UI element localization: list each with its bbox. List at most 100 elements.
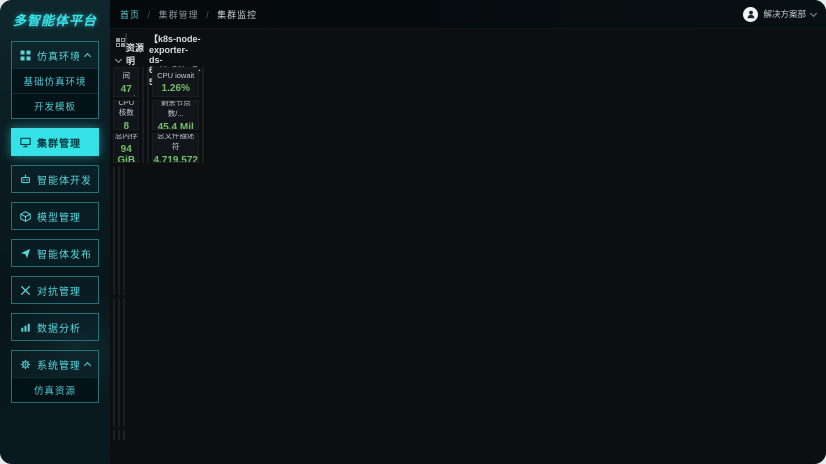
monitor-icon: [20, 137, 31, 148]
stat-column-right: CPU iowait 1.26% 剩余节点数/... 45.4 Mil 总文件描…: [152, 67, 199, 163]
sidebar-item-label: 智能体发布: [37, 249, 90, 261]
sidebar-item-data-analysis[interactable]: 数据分析: [11, 313, 99, 341]
sidebar-subitem-dev-template[interactable]: 开发模板: [12, 93, 98, 118]
panel-stub: [118, 430, 120, 440]
gear-icon: [20, 359, 31, 370]
sidebar-item-agent-publish[interactable]: 智能体发布: [11, 239, 99, 267]
breadcrumb: 首页 / 集群管理 / 集群监控: [120, 8, 257, 21]
sidebar-item-label: 智能体开发: [37, 175, 90, 187]
sidebar-item-cluster-mgmt[interactable]: 集群管理: [11, 128, 99, 156]
time-controls: ◷ Last 3 hours ⊖ ↻ 15s: [125, 32, 127, 52]
legend-footer: minmaxavgcurrent: [124, 282, 125, 294]
stat-title: 总文件描述符: [156, 133, 195, 151]
panel-row-4-partial: [113, 430, 125, 440]
disk-io-panel: 每秒磁盘读写容量 minmaxavgcurrent sda_写入43.77 kB…: [118, 298, 120, 427]
cpu-usage-panel: CPU使用率 minmaxavgcurrent 总使用率9.11%11.77%9…: [113, 166, 115, 295]
chevron-up-icon: [83, 52, 92, 61]
panel-stub: [113, 430, 115, 440]
stat-panel-cpu-iowait: CPU iowait 1.26%: [152, 67, 199, 97]
stat-title: 剩余节点数/...: [160, 100, 191, 118]
dashboard: ◷ Last 3 hours ⊖ ↻ 15s 资源明细： 【k8s-node-e…: [110, 29, 204, 440]
chevron-up-icon: [83, 361, 92, 370]
system-load-panel: 系统平均负载 minmaxavgcurrent CPU总核数8.008.008.…: [113, 298, 115, 427]
legend: minmaxavgcurrent 总内存47.01 GiB47.01 GiB47…: [119, 254, 120, 294]
stat-list-panel: 内存使用率7.4% 内存使用率7.8% 最大分区(/etc/ho...38.1%…: [142, 67, 145, 163]
stat-row: 最大分区(/etc/ho...38.1%: [143, 103, 144, 113]
panel-stub: [123, 430, 125, 440]
sidebar-group-sim-env: 仿真环境管理 基础仿真环境 开发模板: [11, 41, 99, 119]
bar-chart-icon: [20, 322, 31, 333]
sidebar-nav: 仿真环境管理 基础仿真环境 开发模板 集群管理 智能体开发 模型管理 智: [0, 41, 110, 403]
hourly-traffic-panel: 每小时流量All: [201, 67, 204, 163]
stat-panel-cpu-cores: CPU 核数 8: [113, 100, 140, 130]
stat-value: 45.4 Mil: [157, 122, 194, 130]
panel-row-1: 运行时间 47 week CPU 核数 8 总内存 94 GiB 内存使用率7.…: [113, 67, 204, 163]
breadcrumb-separator: /: [206, 9, 210, 20]
stat-row: 内存使用率7.8%: [143, 89, 144, 99]
panel-row-2: CPU使用率 minmaxavgcurrent 总使用率9.11%11.77%9…: [113, 166, 125, 295]
grid-icon: [20, 50, 31, 61]
stat-row: 交换分区使用率N/A: [143, 131, 144, 141]
stat-title: CPU 核数: [118, 100, 135, 117]
app-logo: 多智能体平台: [12, 13, 97, 28]
panel-row-3: 系统平均负载 minmaxavgcurrent CPU总核数8.008.008.…: [113, 298, 125, 427]
dashboard-toolbar: ◷ Last 3 hours ⊖ ↻ 15s: [113, 31, 127, 53]
sidebar-item-label: 模型管理: [37, 212, 81, 224]
stat-row: 最大分区(/etc/ho...38.1%: [143, 117, 144, 127]
sidebar-item-label: 对抗管理: [37, 286, 81, 298]
stat-value: 1.26%: [161, 82, 190, 94]
sidebar-group-system: 系统管理 仿真资源: [11, 350, 99, 403]
legend: minmaxavgcurrent sda_写入43.77 kB/s247.44 …: [119, 386, 120, 426]
crossed-swords-icon: [20, 285, 31, 296]
stat-value: 94 GiB: [117, 144, 136, 163]
breadcrumb-cluster-monitor: 集群监控: [217, 9, 258, 20]
user-menu[interactable]: 解决方案部: [743, 6, 818, 22]
main-area: 首页 / 集群管理 / 集群监控 解决方案部 ◷ Last 3 hours: [110, 0, 826, 464]
breadcrumb-separator: /: [147, 9, 152, 20]
sidebar-item-system-mgmt[interactable]: 系统管理: [12, 351, 98, 377]
stat-panel-remaining-inodes: 剩余节点数/... 45.4 Mil: [152, 100, 199, 130]
network-bandwidth-panel: 每秒网络带宽使用All minmaxavgcurrent: [123, 166, 125, 295]
sidebar: 多智能体平台 仿真环境管理 基础仿真环境 开发模板 集群管理 智能体开发: [0, 0, 110, 464]
stat-panel-file-descriptors: 总文件描述符 4,719,572: [152, 133, 199, 163]
topbar: 首页 / 集群管理 / 集群监控 解决方案部: [110, 0, 826, 29]
user-name: 解决方案部: [763, 9, 806, 19]
stat-title: CPU iowait: [157, 70, 195, 80]
sidebar-item-model-mgmt[interactable]: 模型管理: [11, 202, 99, 230]
breadcrumb-home[interactable]: 首页: [120, 9, 141, 20]
chevron-down-icon: [809, 9, 818, 17]
sidebar-item-label: 系统管理: [37, 360, 79, 372]
sidebar-item-label: 数据分析: [37, 323, 81, 335]
chevron-down-icon: [114, 55, 123, 63]
legend: minmaxavgcurrent /rootfs/home46.5%46.5%4…: [124, 386, 125, 426]
avatar: [743, 6, 759, 22]
stat-panel-total-memory: 总内存 94 GiB: [113, 133, 140, 163]
sidebar-item-sim-env-mgmt[interactable]: 仿真环境管理: [12, 42, 98, 68]
stat-title: 总内存: [114, 133, 138, 140]
sidebar-item-label: 仿真环境管理: [37, 51, 79, 63]
sidebar-item-agent-dev[interactable]: 智能体开发: [11, 165, 99, 193]
partition-table-panel: 【k8s-node-exporter-ds-6cf4c56bc7-55msh】：…: [147, 67, 150, 163]
dashboard-squares-icon[interactable]: [116, 37, 125, 47]
stat-row: 交换分区使用率N/A: [143, 146, 144, 156]
sidebar-subitem-basic-sim-env[interactable]: 基础仿真环境: [12, 68, 98, 93]
sidebar-subitem-sim-resources[interactable]: 仿真资源: [12, 377, 98, 402]
stat-value: 4,719,572: [153, 155, 198, 163]
stat-title: 运行时间: [115, 68, 138, 80]
stat-value: 47 week: [114, 83, 138, 97]
memory-info-panel: 内存信息 minmaxavgcurrent 总内存47.01 GiB47.01 …: [118, 166, 120, 295]
sidebar-item-label: 集群管理: [37, 138, 81, 150]
stat-value: 8: [123, 121, 130, 130]
stat-row: 内存使用率7.4%: [143, 74, 144, 84]
breadcrumb-cluster-mgmt[interactable]: 集群管理: [158, 9, 199, 20]
sidebar-item-adversarial-mgmt[interactable]: 对抗管理: [11, 276, 99, 304]
legend: minmaxavgcurrent CPU总核数8.008.008.008.00 …: [114, 386, 115, 426]
stat-panel-uptime: 运行时间 47 week: [113, 67, 140, 97]
paper-plane-icon: [20, 248, 31, 259]
robot-icon: [20, 174, 31, 185]
disk-usage-panel: 磁盘使用率 minmaxavgcurrent /rootfs/home46.5%…: [123, 298, 125, 427]
stat-column-left: 运行时间 47 week CPU 核数 8 总内存 94 GiB: [113, 67, 140, 163]
legend: minmaxavgcurrent 总使用率9.11%11.77%9.85%10.…: [114, 254, 115, 294]
dashboard-row-header[interactable]: 资源明细： 【k8s-node-exporter-ds-6cf4c56bc7-5…: [113, 34, 201, 87]
